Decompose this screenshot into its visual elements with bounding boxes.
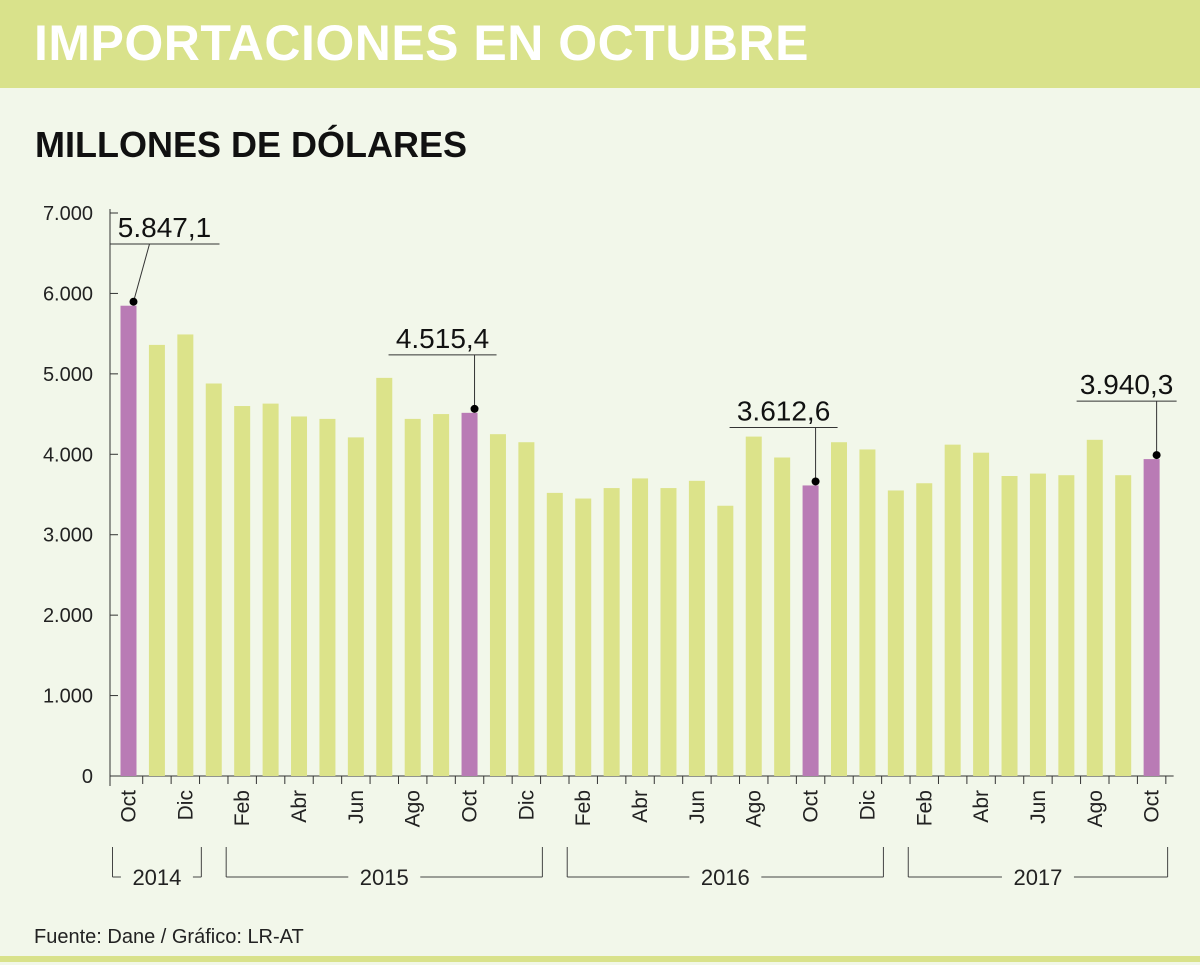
y-tick-label: 6.000 bbox=[43, 283, 93, 305]
x-tick-label: Feb bbox=[913, 790, 936, 826]
x-tick-label: Jun bbox=[1027, 790, 1050, 824]
x-tick-label: Oct bbox=[459, 790, 482, 823]
bar bbox=[1086, 439, 1103, 776]
year-label: 2014 bbox=[132, 865, 181, 890]
y-tick-label: 5.000 bbox=[43, 364, 93, 386]
bar bbox=[234, 406, 251, 776]
y-tick-label: 0 bbox=[82, 766, 93, 788]
bar bbox=[1115, 475, 1132, 776]
callout-dot bbox=[1152, 451, 1161, 460]
bar bbox=[774, 457, 791, 776]
data-label: 4.515,4 bbox=[396, 323, 489, 354]
x-tick-label: Dic bbox=[515, 790, 538, 820]
bar bbox=[916, 483, 933, 776]
bar bbox=[546, 492, 563, 776]
bar bbox=[688, 480, 705, 776]
callout-dot bbox=[470, 404, 479, 413]
bar bbox=[944, 444, 961, 776]
data-label: 5.847,1 bbox=[118, 212, 211, 243]
highlight-bar bbox=[461, 412, 478, 776]
bar bbox=[1001, 476, 1018, 776]
chart-title: IMPORTACIONES EN OCTUBRE bbox=[34, 15, 809, 71]
bar bbox=[433, 414, 450, 776]
bar bbox=[575, 498, 592, 776]
bar bbox=[887, 490, 904, 776]
bar bbox=[632, 478, 649, 776]
x-tick-label: Ago bbox=[402, 790, 425, 827]
x-tick-label: Feb bbox=[572, 790, 595, 826]
highlight-bar bbox=[120, 305, 137, 776]
bar bbox=[177, 334, 194, 776]
callout-dot bbox=[811, 477, 820, 486]
bar bbox=[376, 377, 393, 776]
bar bbox=[291, 416, 308, 776]
bar bbox=[518, 442, 535, 776]
bar bbox=[205, 383, 222, 776]
x-tick-label: Oct bbox=[800, 790, 823, 823]
highlight-bar bbox=[802, 485, 819, 776]
year-label: 2015 bbox=[360, 865, 409, 890]
bar bbox=[262, 403, 279, 776]
year-label: 2016 bbox=[701, 865, 750, 890]
x-tick-label: Feb bbox=[231, 790, 254, 826]
bar bbox=[1029, 473, 1046, 776]
header-band bbox=[0, 0, 1200, 88]
bar bbox=[404, 418, 421, 776]
bar bbox=[745, 436, 762, 776]
source-note: Fuente: Dane / Gráfico: LR-AT bbox=[34, 926, 304, 948]
year-label: 2017 bbox=[1013, 865, 1062, 890]
x-tick-label: Ago bbox=[743, 790, 766, 827]
bar bbox=[973, 452, 990, 776]
y-tick-label: 7.000 bbox=[43, 203, 93, 225]
bar bbox=[489, 434, 506, 776]
bar bbox=[148, 344, 165, 776]
x-tick-label: Oct bbox=[1141, 790, 1164, 823]
bar bbox=[660, 488, 677, 776]
bar bbox=[831, 442, 847, 776]
y-tick-label: 3.000 bbox=[43, 525, 93, 547]
bar bbox=[1058, 475, 1075, 776]
y-tick-label: 2.000 bbox=[43, 605, 93, 627]
bar bbox=[603, 488, 620, 776]
x-tick-label: Dic bbox=[174, 790, 197, 820]
bar bbox=[347, 437, 364, 776]
data-label: 3.612,6 bbox=[737, 395, 830, 426]
highlight-bar bbox=[1143, 459, 1160, 776]
x-tick-label: Jun bbox=[345, 790, 368, 824]
x-tick-label: Oct bbox=[118, 790, 141, 823]
x-tick-label: Abr bbox=[970, 790, 993, 823]
chart-subtitle: MILLONES DE DÓLARES bbox=[35, 124, 468, 165]
bar bbox=[859, 449, 876, 776]
callout-dot bbox=[129, 297, 138, 306]
bar bbox=[717, 505, 734, 776]
y-tick-label: 1.000 bbox=[43, 686, 93, 708]
x-tick-label: Abr bbox=[288, 790, 311, 823]
x-tick-label: Ago bbox=[1084, 790, 1107, 827]
x-tick-label: Jun bbox=[686, 790, 709, 824]
callout-leader bbox=[133, 243, 150, 302]
x-tick-label: Dic bbox=[856, 790, 879, 820]
bottom-rule bbox=[0, 956, 1200, 962]
y-tick-label: 4.000 bbox=[43, 444, 93, 466]
bar bbox=[319, 418, 336, 776]
x-tick-label: Abr bbox=[629, 790, 652, 823]
data-label: 3.940,3 bbox=[1080, 369, 1173, 400]
